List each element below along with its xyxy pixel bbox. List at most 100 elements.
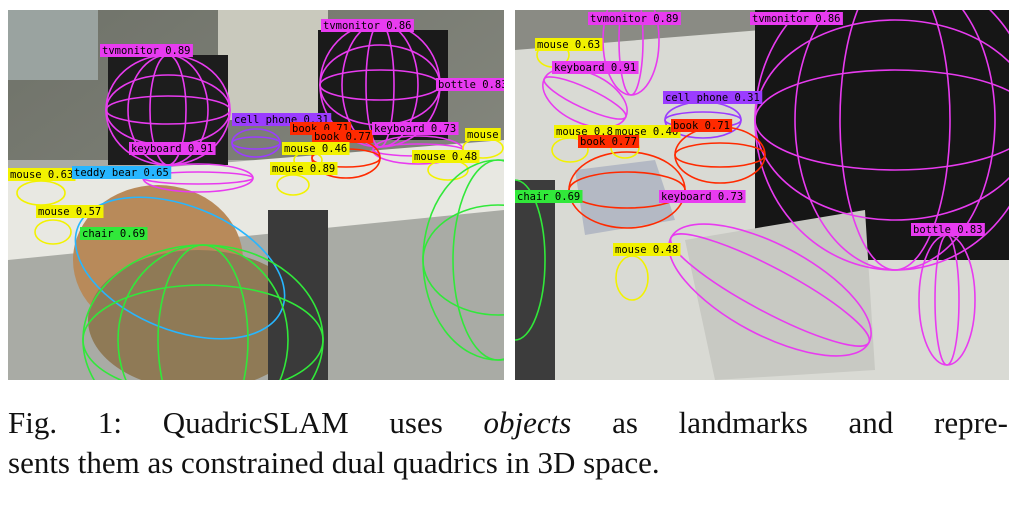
poster [218, 10, 328, 120]
detection-label-bg [588, 12, 681, 25]
detection-label-text: tvmonitor 0.89 [590, 13, 679, 25]
window [8, 10, 98, 80]
detection-label: book 0.77 [312, 130, 374, 143]
detection-label: book 0.77 [578, 135, 640, 148]
detection-label-bg [372, 122, 459, 135]
detection-label: bottle 0.83 [436, 78, 504, 91]
book-object [575, 160, 675, 235]
detection-label-text: teddy bear 0.65 [74, 167, 169, 179]
quadric-chair [515, 179, 546, 341]
scene-left: tvmonitor 0.89 tvmonitor 0.86 bottle 0.83 c… [8, 10, 504, 380]
detection-label-text: mouse 0.48 [414, 151, 477, 163]
keyboard-body [685, 210, 875, 380]
detection-label-text: keyboard 0.73 [374, 123, 456, 135]
scene-right: tvmonitor 0.89 tvmonitor 0.86 mouse 0.63 ke… [515, 10, 1009, 380]
detection-label: mouse [465, 128, 501, 141]
quadric-tvmonitor-small [602, 10, 660, 96]
detection-label: mouse 0.48 [613, 243, 681, 256]
detection-label-text: mouse 0.89 [272, 163, 335, 175]
detection-label: chair 0.69 [515, 190, 583, 203]
detection-label-text: chair 0.69 [82, 228, 145, 240]
detection-label: chair 0.69 [80, 227, 148, 240]
detection-label-text: mouse [467, 129, 499, 141]
detection-label-bg [270, 162, 338, 175]
detection-label-text: mouse 0.48 [615, 244, 678, 256]
detection-label: book 0.71 [671, 119, 733, 132]
detection-label-text: book 0.77 [580, 136, 637, 148]
detection-label: mouse 0.89 [270, 162, 338, 175]
detection-label-text: mouse 0.57 [38, 206, 101, 218]
quadric-chair-2 [422, 159, 504, 361]
caption-line1-rest: as landmarks and repre- [571, 405, 1008, 440]
quadric-keyboard-91 [542, 67, 628, 129]
detection-label-bg [613, 243, 681, 256]
detection-label-text: keyboard 0.91 [554, 62, 636, 74]
detection-label: keyboard 0.91 [129, 142, 216, 155]
detection-label-bg [663, 91, 763, 104]
detection-label-text: keyboard 0.91 [131, 143, 213, 155]
detection-label-bg [659, 190, 746, 203]
detection-label-text: mouse 0.46 [284, 143, 347, 155]
detection-label-bg [321, 19, 414, 32]
detection-label-bg [750, 12, 843, 25]
detection-label: tvmonitor 0.89 [588, 12, 681, 25]
detection-label-bg [129, 142, 216, 155]
detection-label: mouse 0.63 [535, 38, 603, 51]
detection-label-bg [72, 166, 172, 179]
detection-label-bg [552, 61, 639, 74]
detection-label-text: mouse 0.63 [10, 169, 73, 181]
detection-label: tvmonitor 0.86 [750, 12, 843, 25]
detection-label-bg [578, 135, 640, 148]
detection-label: mouse 0.48 [412, 150, 480, 163]
detection-label-text: cell phone 0.31 [665, 92, 760, 104]
detection-label-text: book 0.77 [314, 131, 371, 143]
quadric-keyboard-73 [668, 223, 872, 357]
detection-labels-right: tvmonitor 0.89 tvmonitor 0.86 mouse 0.63 ke… [515, 12, 985, 256]
detection-label: mouse 0.57 [36, 205, 104, 218]
detection-label-bg [465, 128, 501, 141]
figure-panel-left: tvmonitor 0.89 tvmonitor 0.86 bottle 0.83 c… [8, 10, 504, 380]
caption-emphasis: objects [483, 405, 572, 440]
quadric-teddy-bear [74, 196, 286, 340]
detection-label: mouse 0.46 [282, 142, 350, 155]
chair-seat [88, 250, 308, 380]
chair-object [515, 180, 555, 380]
detection-label-text: bottle 0.83 [438, 79, 504, 91]
detection-label-bg [911, 223, 985, 236]
detection-label-text: tvmonitor 0.89 [102, 45, 191, 57]
detection-label-bg [8, 168, 76, 181]
detection-label-bg [436, 78, 504, 91]
detection-label: tvmonitor 0.86 [321, 19, 414, 32]
caption-line-2: sents them as constrained dual quadrics … [8, 445, 660, 480]
detection-label-bg [671, 119, 733, 132]
monitor [755, 10, 1009, 260]
detection-label-text: tvmonitor 0.86 [323, 20, 412, 32]
detection-label: keyboard 0.73 [372, 122, 459, 135]
detection-label-text: chair 0.69 [517, 191, 580, 203]
quadric-chair [82, 244, 324, 380]
detection-label-text: bottle 0.83 [913, 224, 983, 236]
detection-label-text: book 0.71 [673, 120, 730, 132]
detection-label-text: keyboard 0.73 [661, 191, 743, 203]
detection-label-bg [282, 142, 350, 155]
caption-line-1: Fig. 1: QuadricSLAM uses objects as land… [8, 403, 1008, 443]
detection-label-bg [554, 125, 622, 138]
detection-label-bg [412, 150, 480, 163]
figure-caption: Fig. 1: QuadricSLAM uses objects as land… [8, 403, 1008, 483]
detection-label: teddy bear 0.65 [72, 166, 172, 179]
detection-label-bg [535, 38, 603, 51]
detection-label: tvmonitor 0.89 [100, 44, 193, 57]
detection-label: keyboard 0.73 [659, 190, 746, 203]
detection-label-bg [80, 227, 148, 240]
detection-label-bg [312, 130, 374, 143]
detection-label: bottle 0.83 [911, 223, 985, 236]
detection-label-bg [36, 205, 104, 218]
detection-label-bg [100, 44, 193, 57]
quadric-tvmonitor-large [754, 10, 1009, 271]
caption-prefix: Fig. 1: QuadricSLAM uses [8, 405, 484, 440]
detection-labels-left: tvmonitor 0.89 tvmonitor 0.86 bottle 0.83 c… [8, 19, 504, 240]
detection-label: cell phone 0.31 [663, 91, 763, 104]
detection-label-bg [613, 125, 681, 138]
monitor-right [318, 30, 448, 140]
detection-label: keyboard 0.91 [552, 61, 639, 74]
